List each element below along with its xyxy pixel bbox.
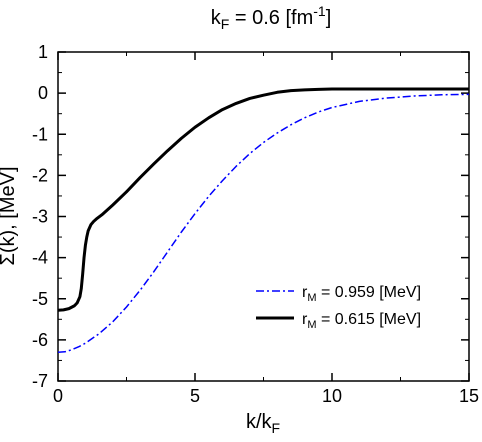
y-tick-label: -3 [32,207,48,227]
y-tick-label: -4 [32,248,48,268]
y-tick-label: -7 [32,371,48,391]
y-axis-label: Σ(k), [MeV] [0,166,19,265]
y-tick-label: -5 [32,289,48,309]
y-tick-label: 0 [38,83,48,103]
x-tick-label: 0 [53,386,63,406]
series-line-rm-0615 [57,87,469,312]
legend-label-rm-0959: rM = 0.959 [MeV] [302,284,421,304]
legend-label-rm-0615: rM = 0.615 [MeV] [302,311,421,331]
y-tick-label: -1 [32,124,48,144]
legend: rM = 0.959 [MeV] rM = 0.615 [MeV] [256,284,421,331]
x-tick-label: 15 [459,386,479,406]
y-tick-label: -2 [32,165,48,185]
y-tick-label: -6 [32,330,48,350]
x-tick-label: 10 [322,386,342,406]
y-tick-label: 1 [38,42,48,62]
x-tick-label: 5 [190,386,200,406]
chart-title: kF = 0.6 [fm-1] [211,3,332,32]
plot-frame [57,51,470,382]
series-line-rm-0959 [57,93,470,353]
series-lines [57,87,470,353]
x-axis-label: k/kF [246,411,280,436]
